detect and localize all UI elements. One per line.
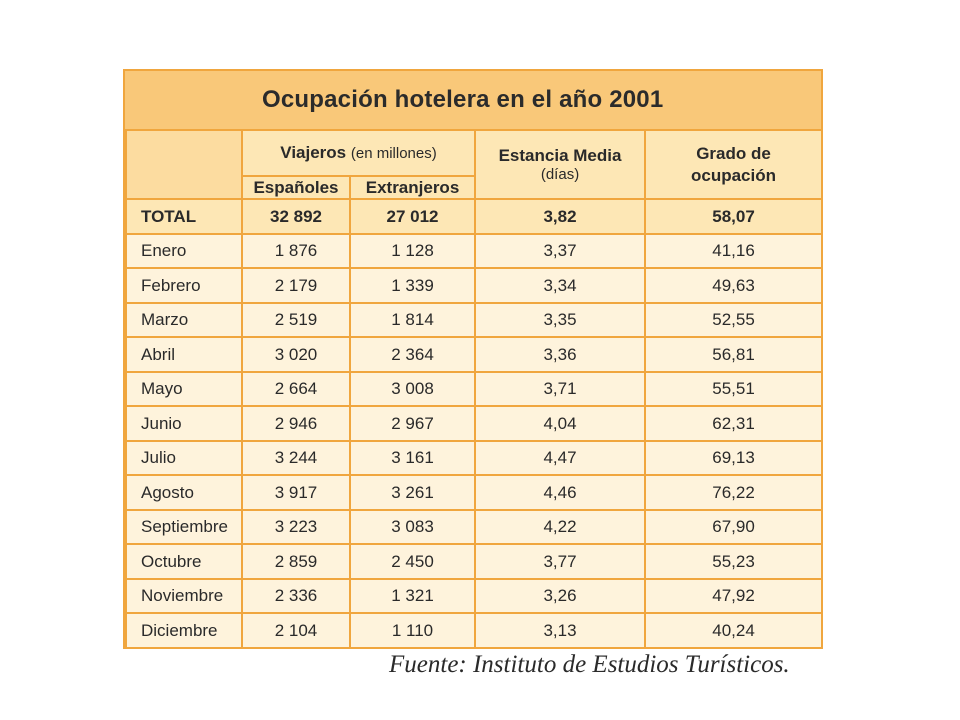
- table-row: Abril 3 020 2 364 3,36 56,81: [125, 336, 824, 373]
- extranjeros-cell: 3 261: [348, 474, 477, 511]
- estancia-cell: 3,37: [474, 232, 647, 270]
- extranjeros-cell: 1 339: [348, 267, 477, 304]
- grado-cell: 49,63: [644, 267, 824, 304]
- extranjeros-cell: 1 814: [348, 301, 477, 339]
- estancia-cell: 4,22: [474, 508, 647, 546]
- espanoles-cell: 2 336: [241, 577, 351, 615]
- month-cell: Enero: [125, 232, 243, 270]
- extranjeros-cell: 1 128: [348, 232, 477, 270]
- total-grado: 58,07: [644, 198, 824, 235]
- month-cell: Octubre: [125, 543, 243, 580]
- month-cell: Junio: [125, 405, 243, 442]
- grado-cell: 62,31: [644, 405, 824, 442]
- estancia-cell: 3,35: [474, 301, 647, 339]
- table-row: Enero 1 876 1 128 3,37 41,16: [125, 232, 824, 270]
- table-row: Agosto 3 917 3 261 4,46 76,22: [125, 474, 824, 511]
- grado-cell: 69,13: [644, 439, 824, 477]
- table-row: Mayo 2 664 3 008 3,71 55,51: [125, 370, 824, 408]
- grado-cell: 40,24: [644, 612, 824, 649]
- header-viajeros: Viajeros (en millones): [240, 129, 477, 177]
- table-row: Diciembre 2 104 1 110 3,13 40,24: [125, 612, 824, 649]
- month-cell: Diciembre: [125, 612, 243, 649]
- espanoles-cell: 2 519: [241, 301, 351, 339]
- extranjeros-cell: 1 321: [348, 577, 477, 615]
- header-grado-label: Grado de ocupación: [691, 144, 777, 185]
- month-cell: Agosto: [125, 474, 243, 511]
- header-viajeros-unit: (en millones): [350, 145, 437, 163]
- espanoles-cell: 3 223: [241, 508, 351, 546]
- grado-cell: 56,81: [644, 336, 824, 373]
- header-row-1: Viajeros (en millones) Estancia Media (d…: [125, 128, 824, 201]
- month-cell: Marzo: [125, 301, 243, 339]
- extranjeros-cell: 3 083: [348, 508, 477, 546]
- total-estancia: 3,82: [474, 198, 647, 235]
- header-extranjeros: Extranjeros: [348, 174, 477, 201]
- header-estancia: Estancia Media (días): [474, 128, 647, 201]
- estancia-cell: 3,34: [474, 267, 647, 304]
- total-espanoles: 32 892: [241, 198, 351, 235]
- data-grid: Viajeros (en millones) Estancia Media (d…: [125, 128, 824, 649]
- grado-cell: 55,51: [644, 370, 824, 408]
- extranjeros-cell: 2 450: [348, 543, 477, 580]
- grado-cell: 41,16: [644, 232, 824, 270]
- table-row: Febrero 2 179 1 339 3,34 49,63: [125, 267, 824, 304]
- grado-cell: 47,92: [644, 577, 824, 615]
- header-grado: Grado de ocupación: [644, 128, 824, 201]
- header-viajeros-label: Viajeros: [280, 143, 347, 163]
- hotel-occupancy-table: Ocupación hotelera en el año 2001 Viajer…: [123, 69, 824, 649]
- header-estancia-label: Estancia Media: [498, 145, 622, 165]
- extranjeros-cell: 3 161: [348, 439, 477, 477]
- espanoles-cell: 3 244: [241, 439, 351, 477]
- source-note: Fuente: Instituto de Estudios Turísticos…: [389, 651, 790, 678]
- espanoles-cell: 3 020: [241, 336, 351, 373]
- grado-cell: 55,23: [644, 543, 824, 580]
- estancia-cell: 3,36: [474, 336, 647, 373]
- table-title-band: Ocupación hotelera en el año 2001: [125, 71, 821, 129]
- grado-cell: 67,90: [644, 508, 824, 546]
- header-espanoles: Españoles: [241, 174, 351, 201]
- table-row: Octubre 2 859 2 450 3,77 55,23: [125, 543, 824, 580]
- header-blank: [125, 128, 243, 201]
- grado-cell: 52,55: [644, 301, 824, 339]
- total-row: TOTAL 32 892 27 012 3,82 58,07: [125, 198, 824, 235]
- header-row-2: Españoles Extranjeros: [126, 174, 822, 201]
- extranjeros-cell: 1 110: [348, 612, 477, 649]
- table-row: Junio 2 946 2 967 4,04 62,31: [125, 405, 824, 442]
- estancia-cell: 3,26: [474, 577, 647, 615]
- total-extranjeros: 27 012: [348, 198, 477, 235]
- header-estancia-unit: (días): [540, 165, 580, 183]
- grado-cell: 76,22: [644, 474, 824, 511]
- espanoles-cell: 2 946: [241, 405, 351, 442]
- table-row: Septiembre 3 223 3 083 4,22 67,90: [125, 508, 824, 546]
- month-cell: Abril: [125, 336, 243, 373]
- table-row: Noviembre 2 336 1 321 3,26 47,92: [125, 577, 824, 615]
- extranjeros-cell: 3 008: [348, 370, 477, 408]
- extranjeros-cell: 2 967: [348, 405, 477, 442]
- month-cell: Febrero: [125, 267, 243, 304]
- estancia-cell: 4,46: [474, 474, 647, 511]
- espanoles-cell: 2 664: [241, 370, 351, 408]
- total-label: TOTAL: [125, 198, 243, 235]
- espanoles-cell: 1 876: [241, 232, 351, 270]
- espanoles-cell: 2 179: [241, 267, 351, 304]
- estancia-cell: 3,71: [474, 370, 647, 408]
- estancia-cell: 3,77: [474, 543, 647, 580]
- month-cell: Mayo: [125, 370, 243, 408]
- month-cell: Septiembre: [125, 508, 243, 546]
- estancia-cell: 4,04: [474, 405, 647, 442]
- month-cell: Noviembre: [125, 577, 243, 615]
- espanoles-cell: 2 104: [241, 612, 351, 649]
- estancia-cell: 3,13: [474, 612, 647, 649]
- month-cell: Julio: [125, 439, 243, 477]
- table-row: Julio 3 244 3 161 4,47 69,13: [125, 439, 824, 477]
- table-title: Ocupación hotelera en el año 2001: [262, 86, 664, 113]
- espanoles-cell: 2 859: [241, 543, 351, 580]
- extranjeros-cell: 2 364: [348, 336, 477, 373]
- espanoles-cell: 3 917: [241, 474, 351, 511]
- table-row: Marzo 2 519 1 814 3,35 52,55: [125, 301, 824, 339]
- estancia-cell: 4,47: [474, 439, 647, 477]
